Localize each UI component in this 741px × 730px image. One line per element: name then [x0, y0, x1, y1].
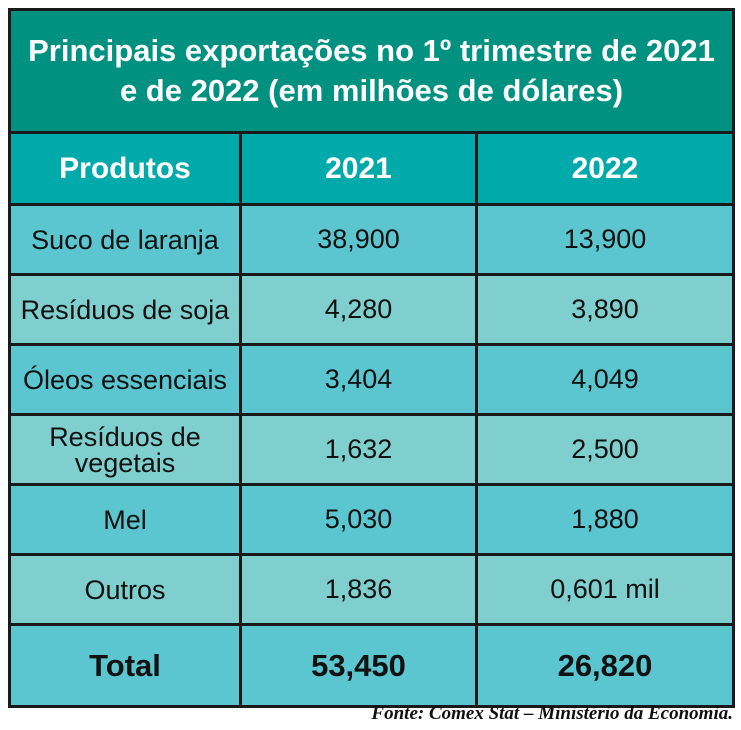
value-2022: 2,500 [571, 434, 639, 464]
source-note: Fonte: Comex Stat – Ministério da Econom… [371, 703, 733, 724]
header-products: Produtos [11, 134, 242, 203]
value-2022: 4,049 [571, 364, 639, 394]
table-row: Outros 1,836 0,601 mil [11, 556, 732, 626]
value-2021: 38,900 [242, 206, 478, 273]
product-cell: Resíduos de vegetais [11, 416, 242, 483]
header-2022: 2022 [571, 151, 639, 185]
value-2022: 3,890 [571, 294, 639, 324]
table-row: Resíduos de soja 4,280 3,890 [11, 276, 732, 346]
exports-table: Principais exportações no 1º trimestre d… [8, 8, 735, 708]
value-2021: 4,280 [242, 276, 478, 343]
total-row: Total 53,450 26,820 [11, 626, 732, 705]
product-cell: Mel [11, 486, 242, 553]
table-row: Mel 5,030 1,880 [11, 486, 732, 556]
table-row: Resíduos de vegetais 1,632 2,500 [11, 416, 732, 486]
product-cell: Suco de laranja [11, 206, 242, 273]
total-2022: 26,820 [557, 647, 653, 683]
value-2022: 13,900 [563, 224, 647, 254]
total-2021: 53,450 [242, 626, 478, 705]
value-2021: 1,632 [242, 416, 478, 483]
value-2021: 5,030 [242, 486, 478, 553]
value-2021: 1,836 [242, 556, 478, 623]
table-row: Suco de laranja 38,900 13,900 [11, 206, 732, 276]
product-cell: Óleos essenciais [11, 346, 242, 413]
header-row: Produtos 2021 2022 [11, 134, 732, 206]
value-2022: 0,601 mil [550, 574, 660, 604]
header-2021: 2021 [242, 134, 478, 203]
total-label: Total [11, 626, 242, 705]
product-cell: Resíduos de soja [11, 276, 242, 343]
value-2021: 3,404 [242, 346, 478, 413]
value-2022: 1,880 [571, 504, 639, 534]
table-title: Principais exportações no 1º trimestre d… [11, 11, 732, 134]
table-row: Óleos essenciais 3,404 4,049 [11, 346, 732, 416]
product-cell: Outros [11, 556, 242, 623]
